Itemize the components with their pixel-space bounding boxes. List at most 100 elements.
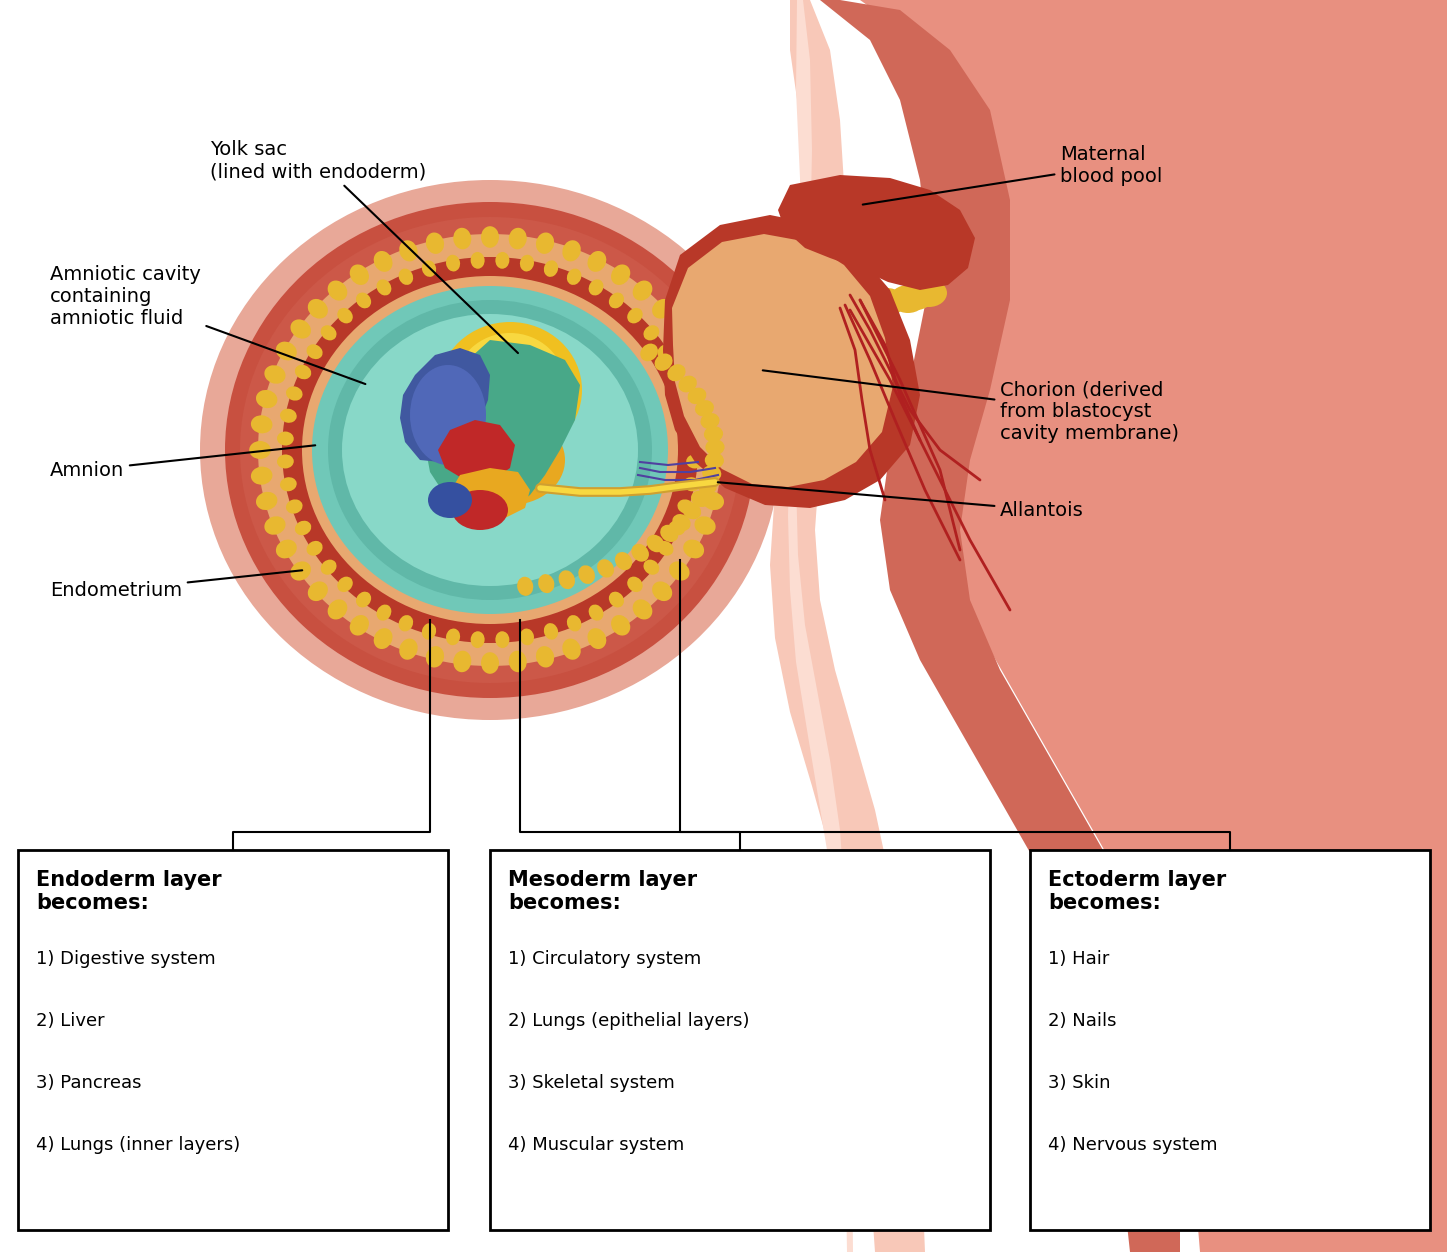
Ellipse shape bbox=[709, 441, 731, 459]
Ellipse shape bbox=[789, 303, 823, 331]
Ellipse shape bbox=[679, 376, 697, 392]
Ellipse shape bbox=[683, 502, 702, 520]
Ellipse shape bbox=[669, 521, 684, 536]
Ellipse shape bbox=[307, 344, 323, 359]
Ellipse shape bbox=[276, 342, 297, 361]
Ellipse shape bbox=[256, 492, 278, 510]
Ellipse shape bbox=[695, 366, 716, 383]
Ellipse shape bbox=[660, 525, 679, 542]
Text: 4) Nervous system: 4) Nervous system bbox=[1048, 1136, 1217, 1154]
Ellipse shape bbox=[327, 600, 347, 620]
Ellipse shape bbox=[250, 416, 272, 433]
FancyBboxPatch shape bbox=[17, 850, 449, 1229]
Ellipse shape bbox=[842, 297, 878, 326]
Text: 4) Muscular system: 4) Muscular system bbox=[508, 1136, 684, 1154]
Ellipse shape bbox=[700, 413, 719, 429]
Ellipse shape bbox=[644, 560, 660, 575]
Polygon shape bbox=[663, 215, 920, 508]
Ellipse shape bbox=[703, 492, 724, 510]
Ellipse shape bbox=[695, 516, 716, 535]
Text: Amniotic cavity
containing
amniotic fluid: Amniotic cavity containing amniotic flui… bbox=[51, 265, 366, 384]
Ellipse shape bbox=[776, 300, 810, 328]
Ellipse shape bbox=[752, 294, 789, 322]
Polygon shape bbox=[778, 175, 975, 290]
FancyBboxPatch shape bbox=[1030, 850, 1430, 1229]
Ellipse shape bbox=[446, 254, 460, 272]
Ellipse shape bbox=[308, 299, 328, 318]
Ellipse shape bbox=[587, 250, 606, 272]
Ellipse shape bbox=[731, 288, 767, 316]
Ellipse shape bbox=[250, 467, 272, 485]
Ellipse shape bbox=[697, 279, 734, 307]
Text: Amnion: Amnion bbox=[51, 446, 315, 480]
Ellipse shape bbox=[399, 240, 418, 262]
Ellipse shape bbox=[438, 322, 582, 458]
Ellipse shape bbox=[495, 252, 509, 269]
FancyBboxPatch shape bbox=[491, 850, 990, 1229]
Ellipse shape bbox=[912, 279, 946, 307]
Ellipse shape bbox=[308, 581, 328, 601]
Ellipse shape bbox=[657, 541, 673, 556]
Ellipse shape bbox=[673, 515, 690, 531]
Ellipse shape bbox=[265, 366, 285, 383]
Text: 2) Liver: 2) Liver bbox=[36, 1012, 104, 1030]
Text: 3) Pancreas: 3) Pancreas bbox=[36, 1074, 142, 1092]
Ellipse shape bbox=[356, 592, 370, 607]
Polygon shape bbox=[700, 0, 1447, 1252]
Ellipse shape bbox=[295, 521, 311, 536]
Ellipse shape bbox=[480, 227, 499, 248]
Ellipse shape bbox=[687, 388, 706, 404]
Polygon shape bbox=[399, 348, 491, 462]
Text: Maternal
blood pool: Maternal blood pool bbox=[862, 145, 1162, 204]
Ellipse shape bbox=[899, 282, 933, 310]
Text: 1) Digestive system: 1) Digestive system bbox=[36, 950, 216, 968]
Ellipse shape bbox=[307, 541, 323, 556]
Ellipse shape bbox=[708, 467, 729, 485]
Ellipse shape bbox=[327, 280, 347, 300]
Ellipse shape bbox=[337, 308, 353, 323]
Ellipse shape bbox=[454, 414, 564, 505]
Ellipse shape bbox=[451, 490, 508, 530]
Ellipse shape bbox=[519, 254, 534, 272]
Ellipse shape bbox=[509, 228, 527, 249]
Polygon shape bbox=[450, 468, 530, 518]
Ellipse shape bbox=[705, 452, 724, 468]
Ellipse shape bbox=[695, 401, 713, 417]
Ellipse shape bbox=[559, 570, 574, 590]
Ellipse shape bbox=[376, 279, 391, 295]
Ellipse shape bbox=[677, 500, 695, 513]
Ellipse shape bbox=[281, 408, 297, 423]
Ellipse shape bbox=[710, 282, 747, 310]
Ellipse shape bbox=[276, 454, 294, 468]
Ellipse shape bbox=[535, 233, 554, 254]
Ellipse shape bbox=[282, 257, 697, 644]
Ellipse shape bbox=[802, 305, 838, 334]
Ellipse shape bbox=[495, 631, 509, 649]
Ellipse shape bbox=[644, 326, 660, 341]
Ellipse shape bbox=[745, 290, 781, 319]
Ellipse shape bbox=[453, 228, 472, 249]
Ellipse shape bbox=[692, 491, 710, 507]
Ellipse shape bbox=[870, 288, 904, 316]
Ellipse shape bbox=[258, 234, 722, 666]
Ellipse shape bbox=[321, 326, 337, 341]
Ellipse shape bbox=[647, 535, 664, 552]
Ellipse shape bbox=[860, 290, 896, 319]
Ellipse shape bbox=[281, 477, 297, 491]
Text: 3) Skin: 3) Skin bbox=[1048, 1074, 1110, 1092]
Ellipse shape bbox=[611, 264, 631, 285]
Ellipse shape bbox=[653, 299, 673, 318]
Ellipse shape bbox=[428, 482, 472, 518]
Ellipse shape bbox=[627, 308, 642, 323]
Ellipse shape bbox=[544, 260, 559, 277]
Ellipse shape bbox=[453, 651, 472, 672]
Ellipse shape bbox=[313, 285, 669, 613]
Ellipse shape bbox=[398, 615, 414, 631]
Ellipse shape bbox=[567, 615, 582, 631]
Text: 1) Circulatory system: 1) Circulatory system bbox=[508, 950, 702, 968]
Ellipse shape bbox=[682, 275, 718, 304]
Ellipse shape bbox=[654, 353, 673, 371]
Ellipse shape bbox=[425, 646, 444, 667]
Ellipse shape bbox=[669, 561, 690, 581]
Ellipse shape bbox=[683, 477, 700, 491]
